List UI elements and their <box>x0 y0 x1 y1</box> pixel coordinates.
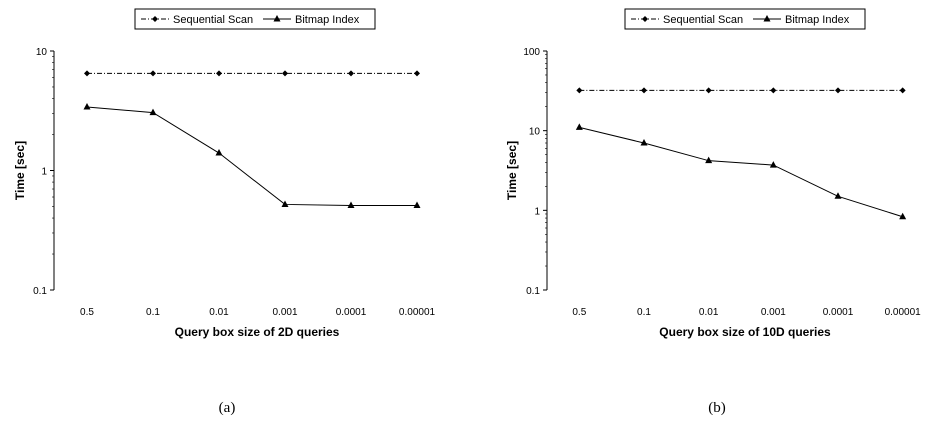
chart-b: 0.1 1 10 100 0.5 0.1 0.01 0.001 0.0001 0.00001 Que… <box>505 8 922 416</box>
data-point <box>84 70 90 77</box>
x-tick-label: 0.00001 <box>885 307 922 318</box>
legend-label: Bitmap Index <box>785 14 850 26</box>
data-point <box>83 102 91 110</box>
series-line-bitmap-index <box>579 126 903 218</box>
legend-label: Sequential Scan <box>663 14 743 26</box>
data-point <box>282 70 288 77</box>
x-axis-label: Query box size of 10D queries <box>659 325 831 339</box>
data-point <box>899 87 906 94</box>
figure-caption: (b) <box>708 400 726 416</box>
legend-label: Bitmap Index <box>295 14 360 26</box>
data-point <box>769 161 777 168</box>
legend-marker <box>642 16 648 22</box>
x-tick-label: 0.00001 <box>399 307 436 318</box>
x-tick-label: 0.1 <box>637 307 651 318</box>
legend-marker <box>763 15 771 22</box>
x-axis-label: Query box size of 2D queries <box>175 325 340 339</box>
data-point <box>575 123 583 130</box>
x-tick-label: 0.001 <box>272 307 297 318</box>
data-point <box>835 87 841 94</box>
y-tick-label: 10 <box>36 47 48 58</box>
legend-box <box>134 8 376 30</box>
legend-label: Sequential Scan <box>173 14 253 26</box>
y-tick-label: 0.1 <box>33 286 47 297</box>
data-point <box>640 139 648 146</box>
data-point <box>899 212 907 220</box>
legend-marker <box>152 16 158 22</box>
legend-marker <box>273 15 281 22</box>
data-point <box>770 87 777 94</box>
y-axis-label: Time [sec] <box>505 141 519 200</box>
x-tick-label: 0.01 <box>699 307 719 318</box>
data-point <box>150 70 156 77</box>
x-tick-label: 0.0001 <box>336 307 367 318</box>
data-point <box>413 201 421 208</box>
x-tick-label: 0.001 <box>761 307 786 318</box>
data-point <box>216 70 222 77</box>
y-tick-label: 0.1 <box>526 286 540 297</box>
x-tick-label: 0.5 <box>80 307 94 318</box>
data-point <box>705 87 712 94</box>
data-point <box>215 149 223 156</box>
legend-box <box>624 8 866 30</box>
data-point <box>576 87 583 94</box>
data-point <box>705 156 713 164</box>
data-point <box>149 108 157 116</box>
y-tick-label: 100 <box>523 47 540 58</box>
x-tick-label: 0.5 <box>572 307 586 318</box>
series-line-bitmap-index <box>86 106 417 206</box>
data-point <box>347 201 355 208</box>
y-axis-label: Time [sec] <box>13 141 27 200</box>
x-tick-label: 0.01 <box>209 307 229 318</box>
data-point <box>348 70 354 77</box>
y-tick-label: 1 <box>534 206 540 217</box>
y-tick-label: 1 <box>41 167 47 178</box>
data-point <box>414 70 420 77</box>
x-tick-label: 0.1 <box>146 307 160 318</box>
data-point <box>834 192 842 199</box>
y-tick-label: 10 <box>529 127 541 138</box>
data-point <box>641 87 647 94</box>
chart-a: 0.1 1 10 0.5 0.1 0.01 0.001 0.0001 0.00001 Query … <box>13 8 436 416</box>
x-tick-label: 0.0001 <box>823 307 854 318</box>
data-point <box>281 200 289 207</box>
figure-caption: (a) <box>219 400 236 416</box>
